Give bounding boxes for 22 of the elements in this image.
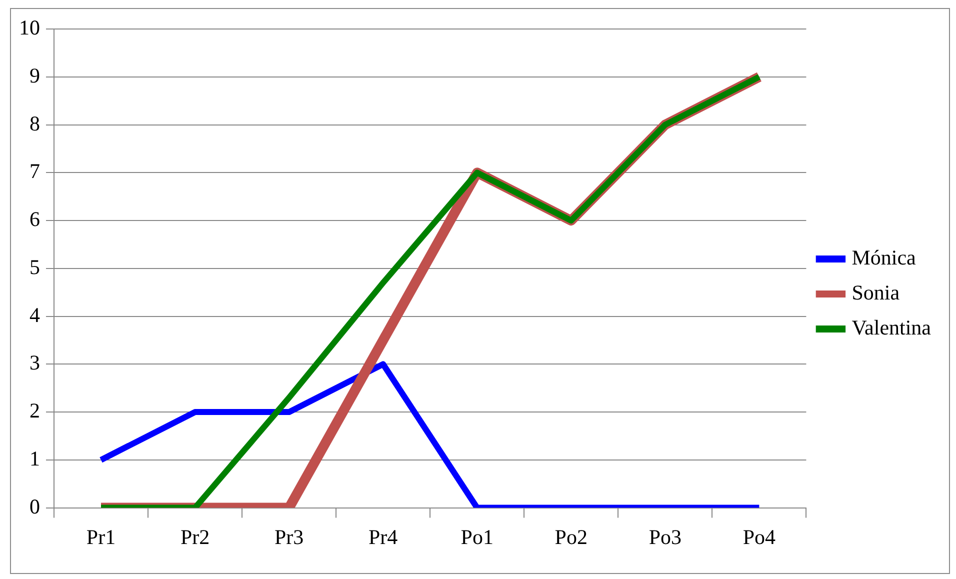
legend-label: Mónica — [852, 246, 917, 270]
x-tick-label: Pr3 — [274, 524, 304, 549]
y-tick-label: 10 — [19, 16, 40, 40]
x-tick-label: Pr1 — [86, 524, 116, 549]
x-tick-label: Po4 — [742, 524, 776, 549]
y-tick-label: 2 — [30, 398, 40, 423]
y-tick-label: 9 — [30, 63, 40, 88]
y-tick-label: 4 — [30, 302, 40, 327]
legend-label: Sonia — [852, 280, 900, 305]
y-tick-label: 8 — [30, 111, 40, 136]
x-tick-label: Pr2 — [180, 524, 210, 549]
x-tick-label: Pr4 — [368, 524, 398, 549]
x-tick-label: Po3 — [648, 524, 682, 549]
y-tick-label: 6 — [30, 207, 40, 232]
x-tick-label: Po1 — [460, 524, 494, 549]
y-tick-label: 5 — [30, 254, 40, 279]
y-tick-label: 3 — [30, 350, 40, 375]
y-tick-label: 1 — [30, 446, 40, 470]
y-tick-label: 0 — [30, 494, 40, 518]
y-tick-label: 7 — [30, 159, 40, 184]
x-tick-label: Po2 — [554, 524, 588, 549]
legend-label: Valentina — [852, 316, 932, 340]
